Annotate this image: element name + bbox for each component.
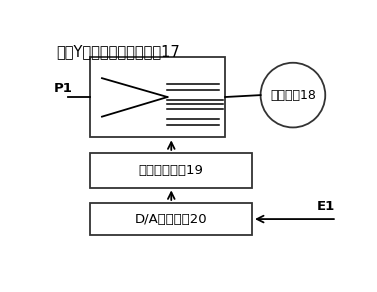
Bar [90, 203, 252, 235]
Text: E1: E1 [317, 200, 335, 213]
Bar [90, 153, 252, 187]
Bar [90, 57, 225, 138]
Text: D/A转换电路20: D/A转换电路20 [135, 213, 208, 225]
Text: 增益控制电路19: 增益控制电路19 [139, 164, 204, 177]
Text: 光纤线圈18: 光纤线圈18 [270, 88, 316, 102]
Text: P1: P1 [54, 82, 73, 95]
Text: 第一Y波导多功能集成光路17: 第一Y波导多功能集成光路17 [56, 44, 179, 59]
Circle shape [261, 63, 325, 127]
